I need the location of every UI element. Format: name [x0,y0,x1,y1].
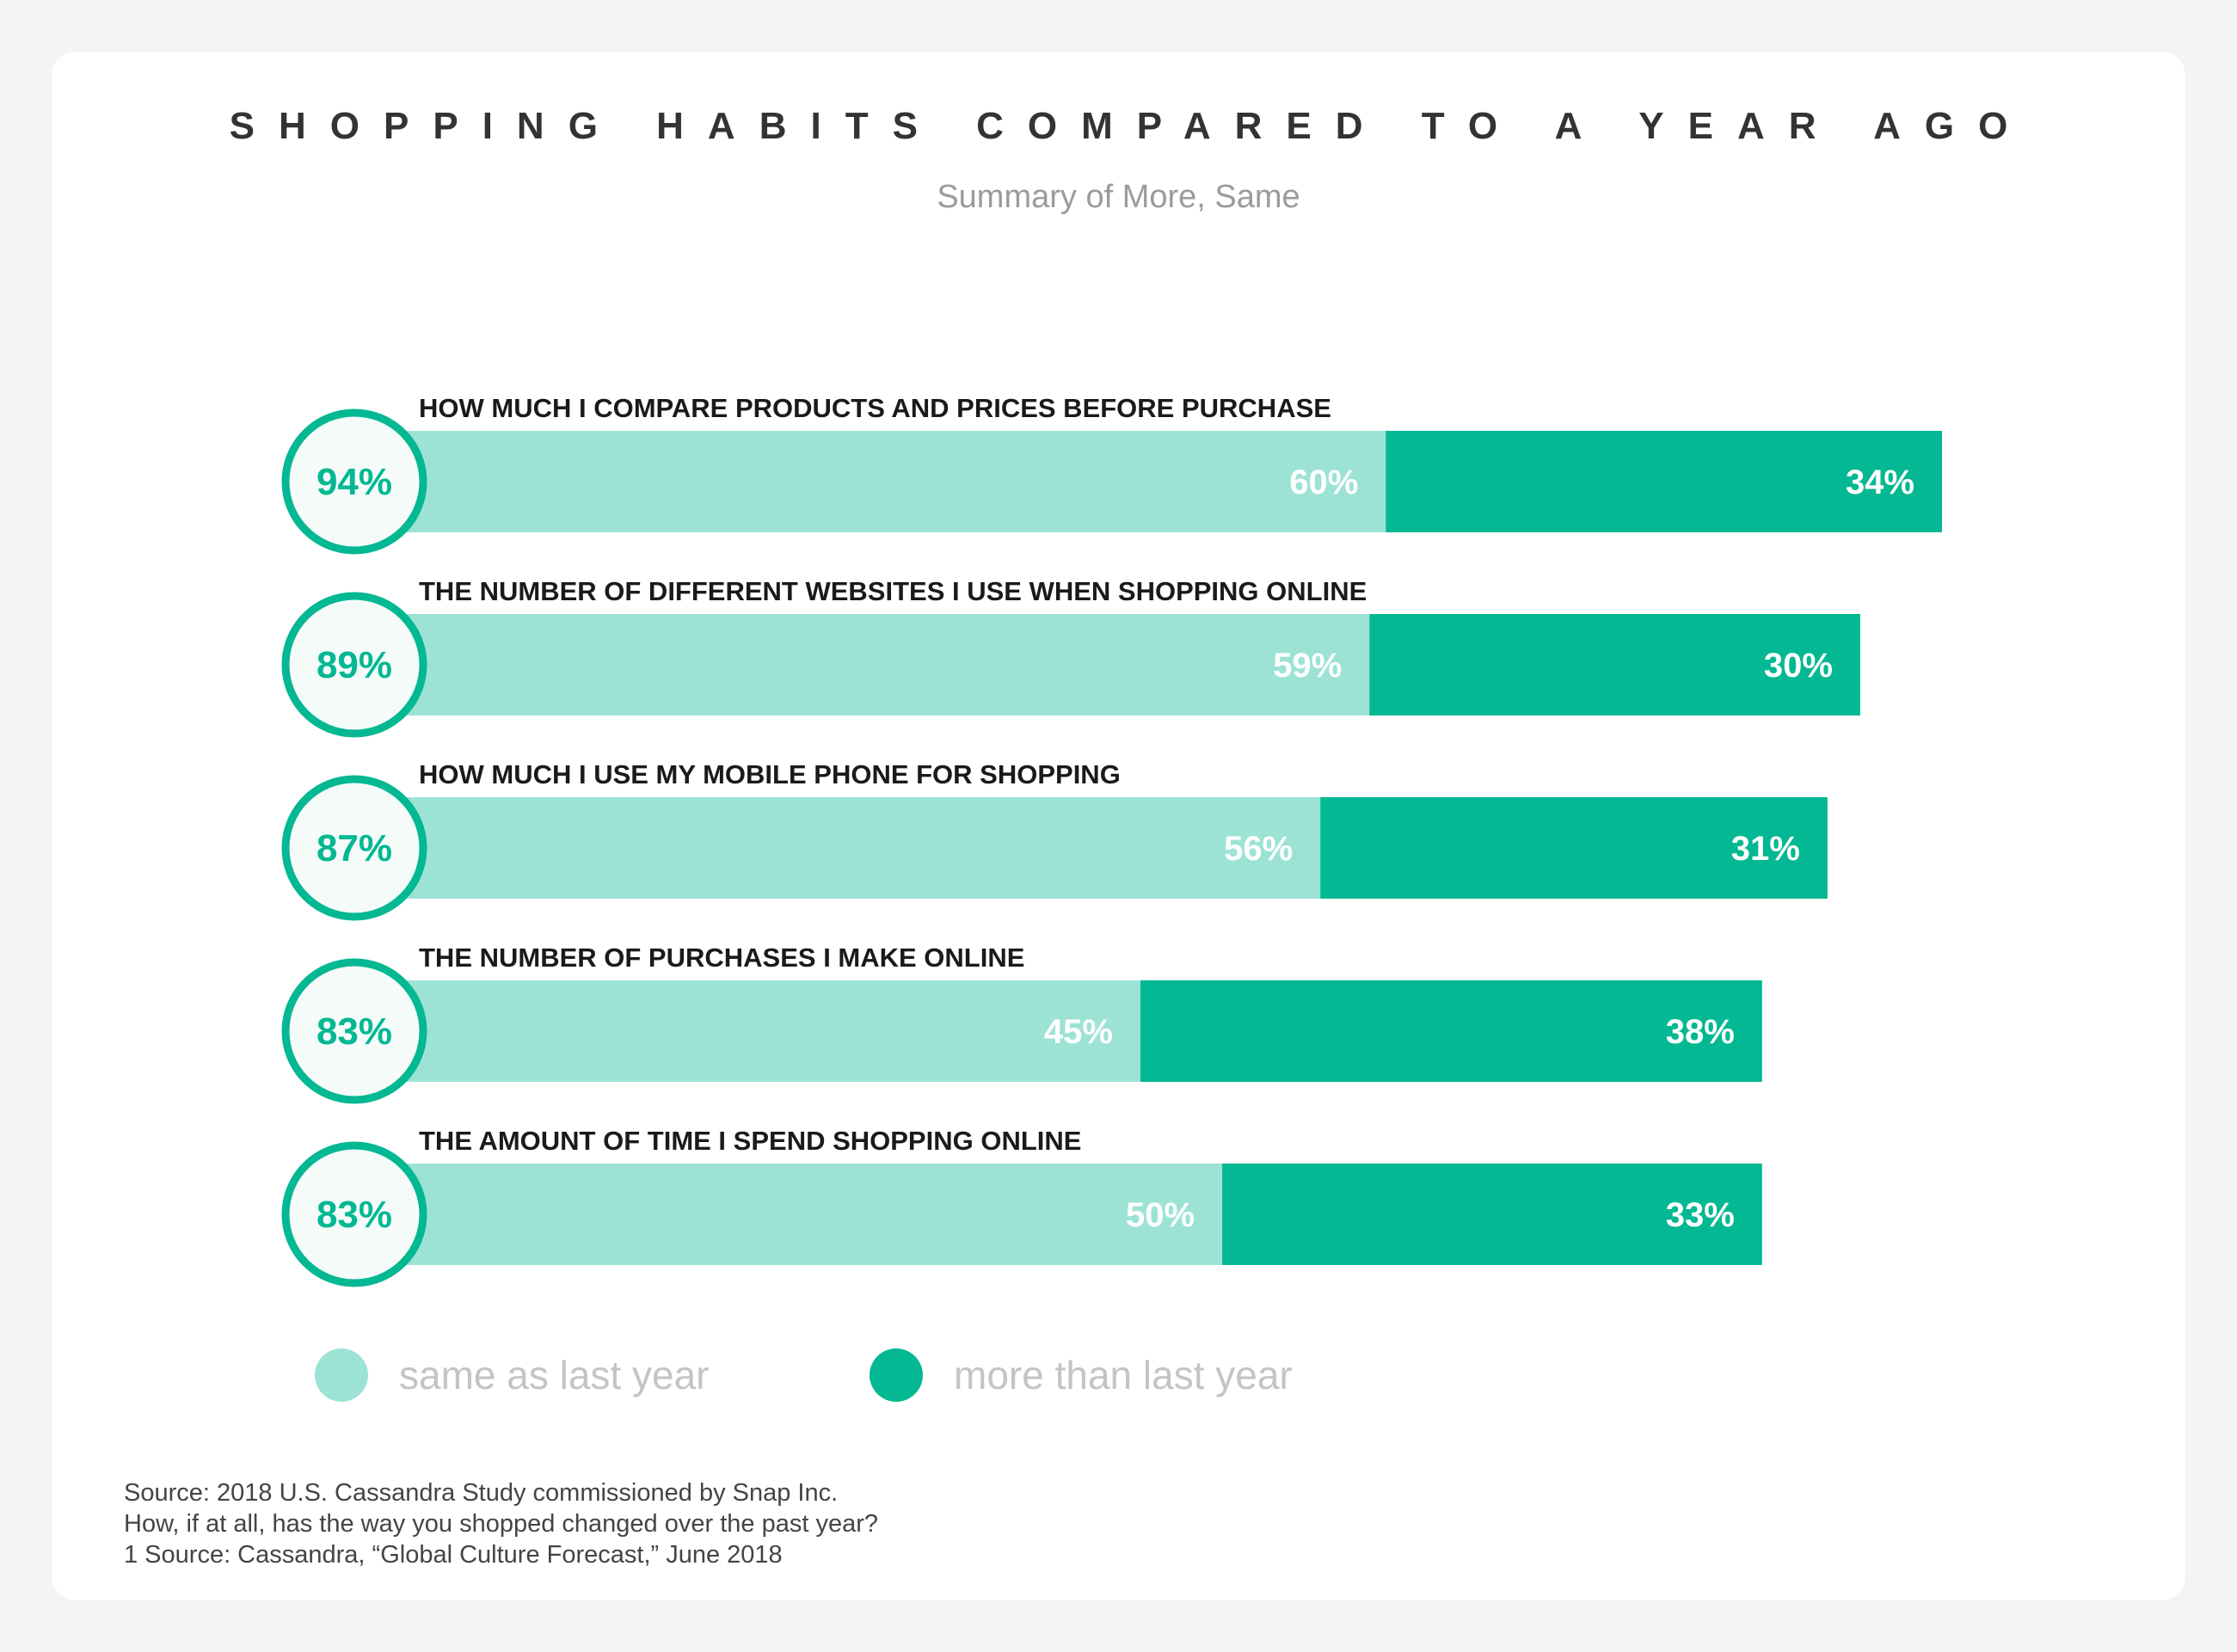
legend-label-more: more than last year [954,1353,1293,1397]
source-line-3: 1 Source: Cassandra, “Global Culture For… [124,1541,783,1569]
data-label-more: 34% [1846,464,1914,501]
category-label: HOW MUCH I COMPARE PRODUCTS AND PRICES B… [419,393,1331,423]
total-label: 83% [316,1010,392,1053]
chart-subtitle: Summary of More, Same [937,179,1300,215]
total-circle-2 [281,592,427,738]
total-circle-3 [281,775,427,921]
bar-same-5 [404,1164,1223,1265]
data-label-more: 31% [1731,830,1800,868]
bar-more-5 [1222,1164,1762,1265]
source-line-2: How, if at all, has the way you shopped … [124,1510,878,1538]
data-label-same: 50% [1126,1196,1195,1234]
legend-swatch-more [870,1348,923,1402]
legend-swatch-same [315,1348,368,1402]
chart-title: SHOPPING HABITS COMPARED TO A YEAR AGO [229,105,2032,147]
legend-label-same: same as last year [399,1353,710,1397]
data-label-more: 38% [1666,1013,1735,1051]
category-label: THE AMOUNT OF TIME I SPEND SHOPPING ONLI… [419,1126,1081,1156]
source-notes: Source: 2018 U.S. Cassandra Study commis… [124,1477,878,1570]
category-label: THE NUMBER OF PURCHASES I MAKE ONLINE [419,943,1024,973]
total-circle-4 [281,958,427,1104]
bar-same-4 [404,980,1140,1082]
source-line-1: Source: 2018 U.S. Cassandra Study commis… [124,1479,839,1507]
data-label-same: 45% [1044,1013,1113,1051]
total-label: 89% [316,644,392,686]
bar-same-2 [404,614,1370,715]
bar-same-3 [404,797,1321,899]
bar-more-1 [1386,431,1942,532]
legend-item-more: more than last year [870,1345,1293,1405]
data-label-same: 56% [1224,830,1293,868]
data-label-more: 30% [1764,647,1833,685]
total-circle-1 [281,408,427,555]
category-label: THE NUMBER OF DIFFERENT WEBSITES I USE W… [419,576,1367,606]
legend-item-same: same as last year [315,1345,709,1405]
bar-more-3 [1320,797,1828,899]
total-circle-5 [281,1141,427,1287]
bar-more-2 [1369,614,1860,715]
total-label: 83% [316,1194,392,1236]
data-label-same: 59% [1273,647,1342,685]
data-label-more: 33% [1666,1196,1735,1234]
bar-more-4 [1140,980,1762,1082]
bar-same-1 [404,431,1386,532]
total-label: 87% [316,827,392,869]
total-label: 94% [316,461,392,503]
data-label-same: 60% [1289,464,1358,501]
category-label: HOW MUCH I USE MY MOBILE PHONE FOR SHOPP… [419,759,1121,789]
